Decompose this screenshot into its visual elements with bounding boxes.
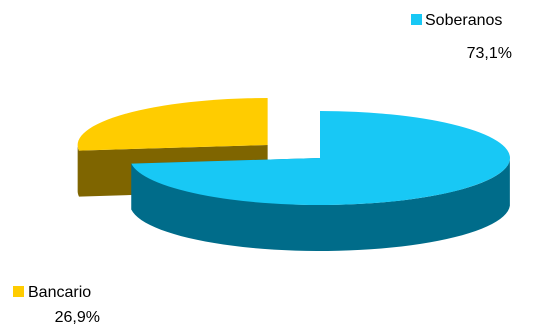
- soberanos-slice-top: [131, 111, 511, 205]
- bancario-slice-top: [77, 97, 268, 151]
- bancario-legend-swatch: [13, 286, 24, 297]
- soberanos-category-label: Soberanos: [425, 12, 502, 29]
- soberanos-legend-swatch: [411, 14, 422, 25]
- soberanos-value-label: 73,1%: [467, 45, 512, 62]
- bancario-value-label: 26,9%: [55, 309, 100, 326]
- legend-bancario: Bancario 26,9%: [13, 284, 100, 326]
- soberanos-slice-rim: [131, 159, 510, 251]
- pie-slices: [77, 97, 511, 251]
- legend-soberanos: Soberanos 73,1%: [411, 12, 512, 62]
- bancario-category-label: Bancario: [28, 284, 91, 301]
- bancario-slice-rim: [77, 145, 79, 197]
